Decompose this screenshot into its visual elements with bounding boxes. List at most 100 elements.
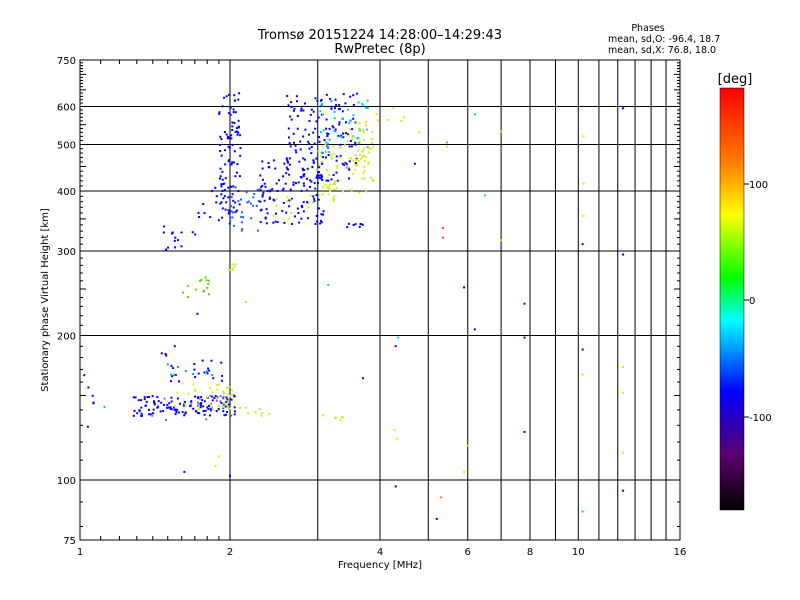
data-point: [229, 106, 232, 109]
data-point: [223, 397, 226, 400]
data-point: [172, 408, 175, 411]
data-point: [300, 109, 303, 112]
data-point: [260, 414, 263, 417]
data-point: [200, 278, 203, 281]
data-point: [268, 197, 271, 200]
data-point: [190, 402, 193, 405]
data-point: [266, 212, 269, 215]
data-point: [163, 225, 166, 228]
data-point: [203, 289, 206, 292]
data-point: [335, 159, 338, 162]
data-point: [221, 390, 224, 393]
data-point: [348, 160, 351, 163]
data-point: [269, 190, 272, 193]
data-point: [240, 221, 243, 224]
data-point: [296, 115, 299, 117]
data-point: [362, 131, 365, 134]
data-point: [268, 196, 271, 199]
data-point: [352, 136, 355, 139]
data-point: [352, 114, 355, 117]
data-point: [328, 187, 331, 190]
data-point: [259, 221, 262, 224]
data-point: [342, 136, 345, 139]
data-point: [211, 395, 213, 398]
data-point: [210, 409, 212, 412]
colorbar-ticks: 100 0 -100: [744, 180, 772, 424]
data-point: [227, 209, 230, 212]
data-point: [396, 437, 399, 440]
x-tick-label: 16: [674, 547, 687, 558]
data-point: [622, 366, 625, 368]
data-point: [231, 129, 234, 131]
data-point: [336, 164, 339, 167]
data-point: [321, 185, 324, 188]
data-point: [310, 146, 313, 148]
data-point: [316, 168, 319, 171]
data-point: [364, 121, 367, 123]
data-point: [232, 394, 235, 397]
data-point: [182, 291, 184, 294]
data-point: [206, 370, 208, 373]
data-point: [308, 120, 311, 122]
data-point: [272, 214, 275, 217]
data-point: [249, 202, 252, 205]
x-tick-label: 10: [572, 547, 585, 558]
data-point: [261, 412, 264, 415]
data-point: [403, 116, 406, 119]
data-point: [346, 166, 349, 169]
data-point: [445, 145, 448, 148]
data-point: [211, 399, 214, 402]
data-point: [295, 182, 297, 185]
data-point: [327, 185, 330, 188]
data-point: [334, 98, 337, 101]
data-point: [288, 173, 291, 176]
data-point: [339, 143, 342, 146]
data-point: [260, 208, 263, 211]
data-point: [187, 392, 190, 395]
data-point: [132, 396, 135, 399]
data-point: [241, 211, 243, 214]
data-point: [174, 413, 177, 416]
data-point: [256, 188, 259, 191]
data-point: [582, 214, 585, 217]
data-point: [362, 104, 365, 107]
data-point: [136, 412, 139, 415]
data-point: [313, 182, 316, 185]
data-point: [285, 172, 288, 175]
x-axis-label: Frequency [MHz]: [338, 560, 422, 571]
data-point: [202, 203, 205, 206]
data-point: [219, 135, 222, 138]
data-point: [198, 397, 201, 400]
data-point: [358, 225, 361, 228]
data-point: [232, 185, 235, 188]
data-point: [228, 159, 231, 161]
data-point: [151, 395, 154, 398]
data-point: [463, 470, 466, 473]
data-point: [310, 108, 313, 111]
data-point: [315, 120, 318, 123]
data-point: [239, 134, 242, 137]
data-point: [224, 177, 227, 180]
data-point: [343, 163, 346, 166]
data-point: [581, 373, 584, 376]
data-point: [149, 413, 152, 416]
data-point: [286, 95, 289, 97]
data-point: [261, 160, 264, 163]
data-point: [233, 211, 236, 214]
data-point: [227, 145, 230, 148]
data-point: [332, 126, 335, 129]
data-point: [339, 107, 341, 110]
data-point: [191, 231, 194, 234]
data-point: [392, 107, 395, 110]
data-point: [219, 202, 222, 205]
y-tick-label: 100: [57, 476, 76, 487]
data-point: [229, 220, 232, 223]
data-point: [233, 265, 236, 268]
y-tick-label: 750: [57, 56, 76, 67]
data-point: [181, 411, 184, 414]
data-point: [326, 132, 328, 135]
data-point: [166, 406, 169, 409]
data-point: [209, 414, 211, 417]
data-point: [222, 397, 225, 400]
data-point: [237, 190, 240, 193]
